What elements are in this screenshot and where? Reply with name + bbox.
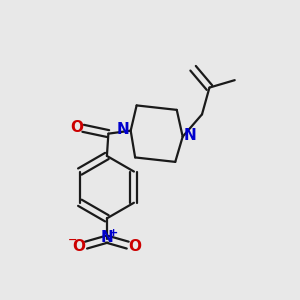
Text: O: O (70, 120, 83, 135)
Text: O: O (72, 239, 85, 254)
Text: N: N (184, 128, 196, 142)
Text: O: O (129, 239, 142, 254)
Text: N: N (100, 230, 113, 245)
Text: N: N (117, 122, 130, 137)
Text: +: + (109, 228, 118, 238)
Text: −: − (68, 235, 78, 245)
